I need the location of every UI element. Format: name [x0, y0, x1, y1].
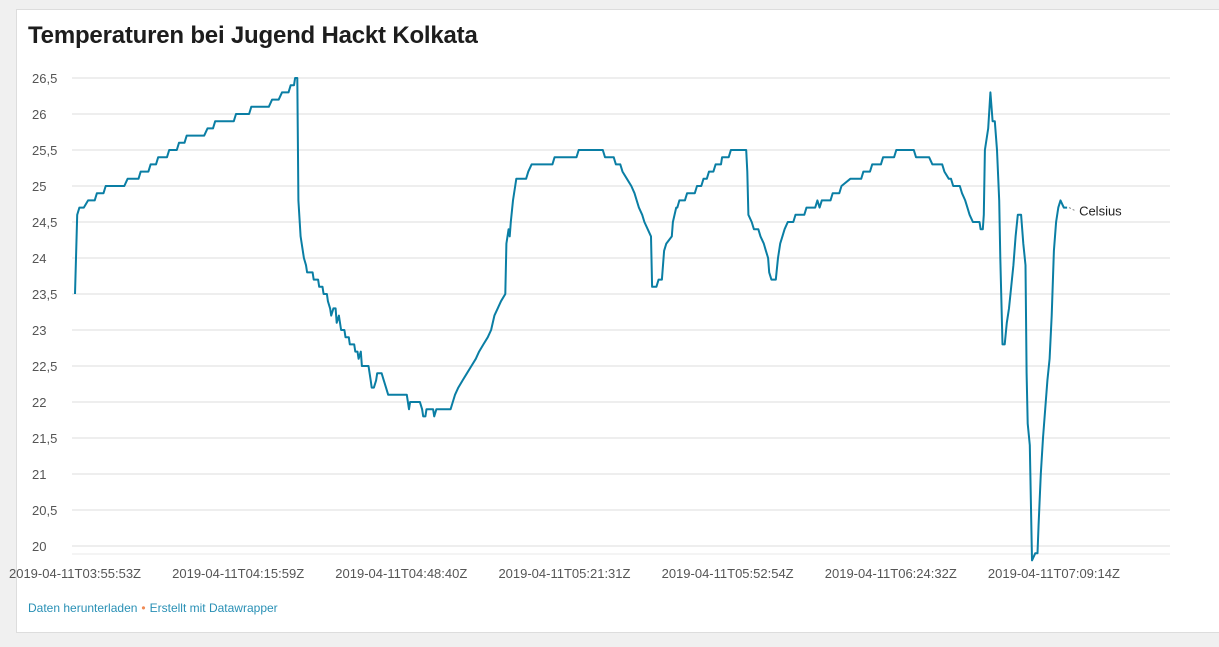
x-axis-ticks: 2019-04-11T03:55:53Z 2019-04-11T04:15:59Z… [9, 566, 1120, 581]
gridlines [72, 77, 1170, 555]
y-tick-label: 26,5 [32, 71, 57, 86]
footer-separator: • [141, 601, 146, 615]
y-tick-label: 23,5 [32, 287, 57, 302]
download-data-link[interactable]: Daten herunterladen [28, 601, 138, 615]
x-tick-label: 2019-04-11T06:24:32Z [825, 566, 957, 581]
y-tick-label: 23 [32, 323, 46, 338]
chart-title: Temperaturen bei Jugend Hackt Kolkata [28, 22, 478, 49]
y-tick-label: 22 [32, 395, 46, 410]
y-tick-label: 25,5 [32, 143, 57, 158]
x-tick-label: 2019-04-11T05:52:54Z [662, 566, 794, 581]
y-tick-label: 21,5 [32, 431, 57, 446]
y-tick-label: 21 [32, 467, 46, 482]
x-tick-label: 2019-04-11T05:21:31Z [498, 566, 630, 581]
series-line-celsius [74, 77, 1068, 562]
y-tick-label: 22,5 [32, 359, 57, 374]
chart-footer: Daten herunterladen • Erstellt mit Datawra… [28, 601, 278, 615]
y-tick-label: 24 [32, 251, 46, 266]
y-tick-label: 24,5 [32, 215, 57, 230]
y-axis-ticks: 20 20,5 21 21,5 22 22,5 23 23,5 24 24,5 25 25,5 26 26… [32, 71, 57, 554]
series-label-celsius: Celsius [1079, 204, 1122, 219]
series-group: Celsius [74, 77, 1122, 562]
y-tick-label: 25 [32, 179, 46, 194]
datawrapper-credit-link[interactable]: Erstellt mit Datawrapper [149, 601, 278, 615]
y-tick-label: 20,5 [32, 503, 57, 518]
x-tick-label: 2019-04-11T04:48:40Z [335, 566, 467, 581]
x-tick-label: 2019-04-11T03:55:53Z [9, 566, 141, 581]
y-tick-label: 20 [32, 539, 46, 554]
y-tick-label: 26 [32, 107, 46, 122]
x-tick-label: 2019-04-11T07:09:14Z [988, 566, 1120, 581]
chart-card [16, 9, 1219, 633]
x-tick-label: 2019-04-11T04:15:59Z [172, 566, 304, 581]
series-label-connector [1068, 207, 1076, 212]
